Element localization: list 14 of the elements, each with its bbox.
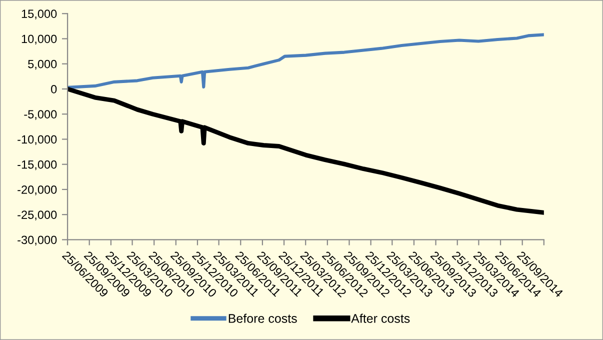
y-tick-label: 5,000 (28, 60, 57, 70)
y-tick-label: -5,000 (24, 110, 57, 120)
y-tick-label: 10,000 (22, 34, 57, 45)
line-series (68, 86, 544, 215)
legend-label: After costs (351, 314, 410, 323)
y-tick-label: -20,000 (18, 185, 57, 196)
y-tick-label: -30,000 (18, 236, 57, 246)
y-tick-label: 15,000 (22, 10, 57, 20)
y-tick-label: -15,000 (18, 160, 57, 170)
legend-label: Before costs (228, 314, 297, 323)
line-series (68, 33, 544, 89)
y-tick-label: -10,000 (18, 135, 57, 145)
y-tick-label: -25,000 (18, 210, 57, 220)
y-tick-label: 0 (51, 85, 57, 94)
